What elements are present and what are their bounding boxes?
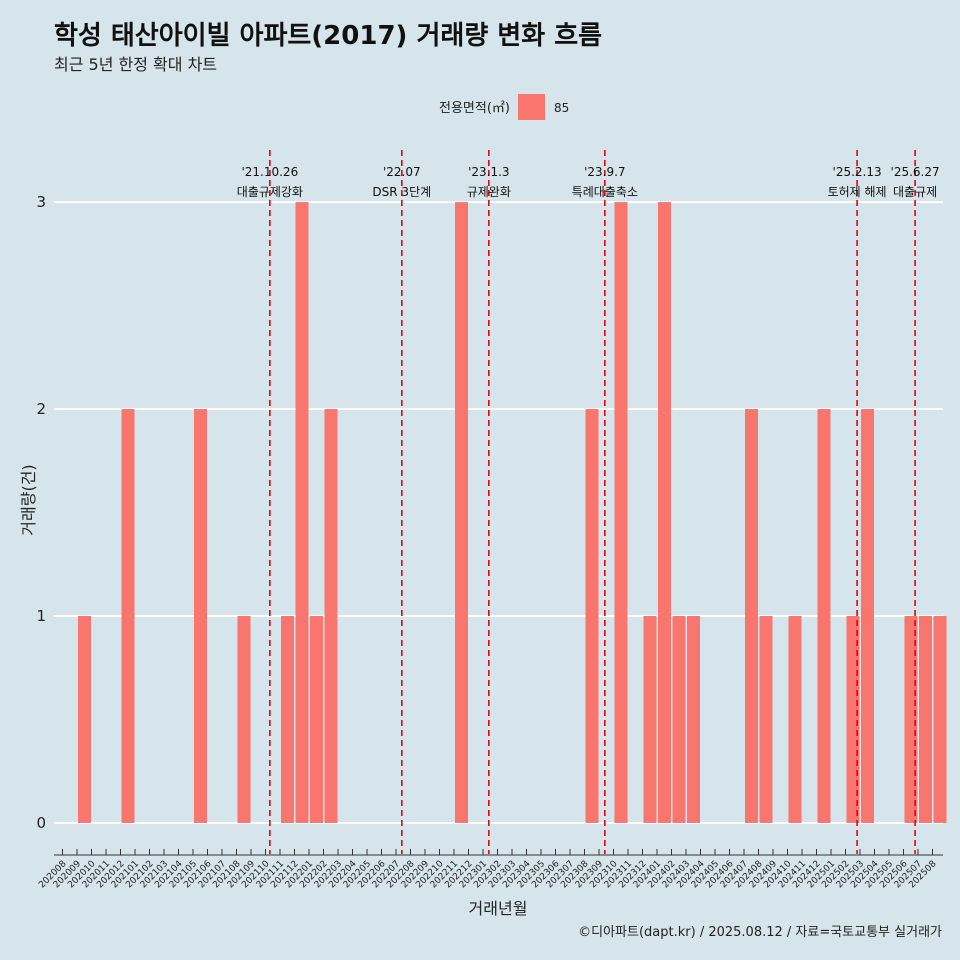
bar-202503	[861, 409, 874, 823]
event-date: '22.07	[383, 165, 421, 179]
event-label: 토허제 해제	[828, 185, 887, 199]
bar-202401	[658, 202, 671, 823]
bar-202108	[237, 616, 251, 823]
event-label: 대출규제강화	[237, 185, 303, 199]
gridlines	[54, 201, 943, 824]
legend: 전용면적(㎡) 85	[439, 94, 569, 120]
y-tick-label: 0	[36, 814, 46, 832]
event-date: '21.10.26	[241, 165, 298, 179]
y-axis: 0 1 2 3	[36, 193, 46, 832]
y-tick-label: 2	[36, 400, 46, 418]
bar-202507	[919, 616, 932, 823]
bar-202402	[672, 616, 686, 823]
bar-202211	[455, 202, 468, 823]
bar-202312	[643, 616, 657, 823]
bar-202308	[585, 409, 599, 823]
event-date: '23.1.3	[468, 165, 509, 179]
bar-202407	[745, 409, 758, 823]
bar-202009	[78, 616, 91, 823]
chart-subtitle: 최근 5년 한정 확대 차트	[54, 55, 217, 74]
bar-202403	[687, 616, 700, 823]
y-tick-label: 3	[36, 193, 46, 211]
bar-202012	[121, 409, 135, 823]
event-date: '25.6.27	[891, 165, 940, 179]
bar-202506	[904, 616, 918, 823]
bar-202202	[324, 409, 338, 823]
bar-202412	[817, 409, 831, 823]
legend-title: 전용면적(㎡)	[439, 101, 510, 116]
bar-202201	[310, 616, 323, 823]
bar-202310	[614, 202, 628, 823]
bar-202111	[281, 616, 294, 823]
bar-202508	[933, 616, 947, 823]
y-tick-label: 1	[36, 607, 46, 625]
bar-202105	[194, 409, 207, 823]
caption: ©디아파트(dapt.kr) / 2025.08.12 / 자료=국토교통부 실…	[578, 925, 942, 940]
bar-202408	[759, 616, 773, 823]
bar-202502	[846, 616, 860, 823]
event-label: 규제완화	[467, 185, 511, 199]
event-date: '23.9.7	[584, 165, 625, 179]
x-axis: 2020082020092020102020112020122021012021…	[37, 849, 943, 890]
x-axis-title: 거래년월	[469, 899, 528, 918]
bars	[78, 202, 947, 823]
y-axis-title: 거래량(건)	[19, 464, 38, 535]
event-lines: '21.10.26 대출규제강화 '22.07 DSR 3단계 '23.1.3 규제완화 '…	[237, 150, 940, 854]
event-date: '25.2.13	[833, 165, 882, 179]
legend-label: 85	[554, 101, 569, 115]
legend-key	[518, 94, 545, 120]
bar-202112	[295, 202, 309, 823]
chart-title: 학성 태산아이빌 아파트(2017) 거래량 변화 흐름	[54, 21, 602, 51]
event-label: 특례대출축소	[572, 185, 638, 199]
event-label: DSR 3단계	[372, 185, 431, 199]
bar-202410	[788, 616, 802, 823]
event-label: 대출규제	[893, 185, 937, 199]
